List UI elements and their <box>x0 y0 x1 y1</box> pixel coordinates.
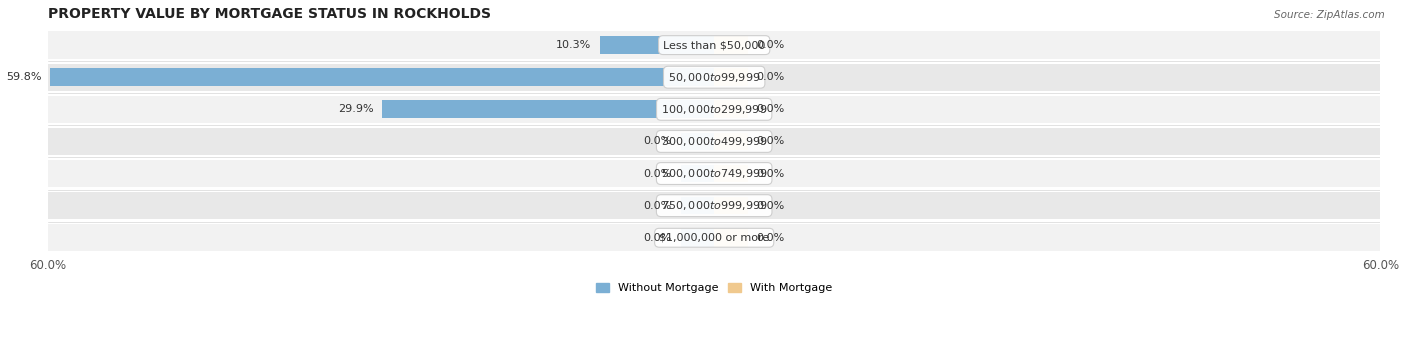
Text: 0.0%: 0.0% <box>644 169 672 178</box>
Text: 29.9%: 29.9% <box>337 104 373 114</box>
Bar <box>681 133 714 150</box>
Bar <box>48 160 1381 187</box>
Text: 0.0%: 0.0% <box>644 233 672 243</box>
Text: Source: ZipAtlas.com: Source: ZipAtlas.com <box>1274 10 1385 20</box>
Text: $100,000 to $299,999: $100,000 to $299,999 <box>661 103 768 116</box>
Bar <box>48 96 1381 123</box>
Text: 0.0%: 0.0% <box>756 233 785 243</box>
Bar <box>382 101 714 118</box>
Bar <box>48 192 1381 219</box>
Bar <box>714 165 748 182</box>
Text: $1,000,000 or more: $1,000,000 or more <box>659 233 769 243</box>
Bar <box>714 68 748 86</box>
Text: $750,000 to $999,999: $750,000 to $999,999 <box>661 199 768 212</box>
Text: Less than $50,000: Less than $50,000 <box>664 40 765 50</box>
Text: 0.0%: 0.0% <box>756 169 785 178</box>
Text: 0.0%: 0.0% <box>756 104 785 114</box>
Legend: Without Mortgage, With Mortgage: Without Mortgage, With Mortgage <box>592 278 837 298</box>
Text: 0.0%: 0.0% <box>756 136 785 147</box>
Bar <box>714 101 748 118</box>
Text: PROPERTY VALUE BY MORTGAGE STATUS IN ROCKHOLDS: PROPERTY VALUE BY MORTGAGE STATUS IN ROC… <box>48 7 491 21</box>
Bar <box>48 32 1381 59</box>
Bar <box>714 197 748 215</box>
Bar <box>714 229 748 246</box>
Text: 0.0%: 0.0% <box>644 136 672 147</box>
Text: 0.0%: 0.0% <box>756 72 785 82</box>
Bar <box>681 197 714 215</box>
Bar <box>714 36 748 54</box>
Bar <box>714 133 748 150</box>
Text: $500,000 to $749,999: $500,000 to $749,999 <box>661 167 768 180</box>
Bar <box>600 36 714 54</box>
Text: $300,000 to $499,999: $300,000 to $499,999 <box>661 135 768 148</box>
Bar <box>51 68 714 86</box>
Bar <box>681 165 714 182</box>
Bar <box>681 229 714 246</box>
Bar <box>48 64 1381 91</box>
Text: 0.0%: 0.0% <box>644 201 672 211</box>
Bar <box>48 128 1381 155</box>
Text: 0.0%: 0.0% <box>756 40 785 50</box>
Text: $50,000 to $99,999: $50,000 to $99,999 <box>668 71 761 84</box>
Text: 59.8%: 59.8% <box>6 72 41 82</box>
Bar <box>48 224 1381 251</box>
Text: 0.0%: 0.0% <box>756 201 785 211</box>
Text: 10.3%: 10.3% <box>555 40 591 50</box>
